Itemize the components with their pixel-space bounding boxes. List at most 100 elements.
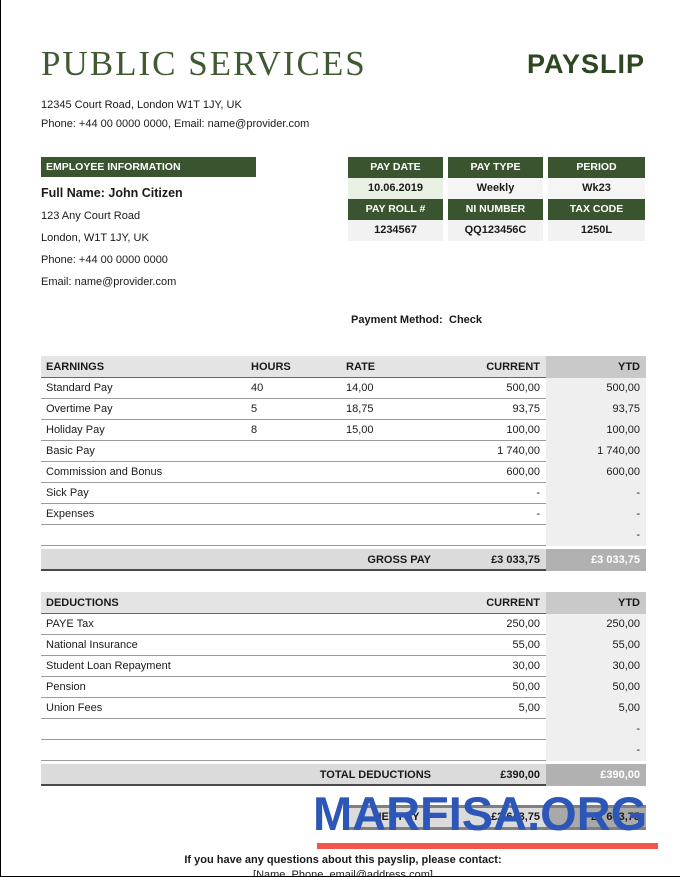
earnings-body: Standard Pay 40 14,00 500,00 500,00 Overtime … bbox=[41, 378, 646, 546]
cell bbox=[251, 483, 346, 504]
ni-number-label: NI NUMBER bbox=[448, 199, 543, 220]
pay-info-grid: PAY DATE PAY TYPE PERIOD 10.06.2019 Week… bbox=[348, 157, 645, 241]
payment-method: Payment Method: Check bbox=[351, 314, 645, 326]
employee-email: Email: name@provider.com bbox=[41, 276, 177, 288]
net-pay-ytd: £2 643,75 bbox=[546, 808, 646, 827]
payment-method-value: Check bbox=[449, 314, 483, 326]
cell: Expenses bbox=[46, 508, 95, 520]
table-row: - bbox=[41, 719, 646, 740]
cell: Overtime Pay bbox=[46, 403, 113, 415]
total-deductions-row: TOTAL DEDUCTIONS £390,00 £390,00 bbox=[41, 764, 646, 786]
cell: Standard Pay bbox=[46, 382, 113, 394]
cell bbox=[441, 719, 546, 740]
cell: Union Fees bbox=[46, 702, 103, 714]
table-row: Standard Pay 40 14,00 500,00 500,00 bbox=[41, 378, 646, 399]
net-pay-current: £2 643,75 bbox=[491, 811, 540, 823]
employee-address-line1: 123 Any Court Road bbox=[41, 210, 141, 222]
company-contact: Phone: +44 00 0000 0000, Email: name@pro… bbox=[41, 118, 310, 130]
cell: Sick Pay bbox=[46, 487, 89, 499]
cell bbox=[251, 525, 346, 546]
total-deductions-ytd: £390,00 bbox=[546, 764, 646, 786]
cell: 50,00 bbox=[546, 677, 646, 698]
gross-pay-label: GROSS PAY bbox=[367, 554, 431, 566]
cell bbox=[41, 719, 441, 740]
pay-date-value: 10.06.2019 bbox=[348, 178, 443, 199]
cell: 250,00 bbox=[546, 614, 646, 635]
company-address: 12345 Court Road, London W1T 1JY, UK bbox=[41, 99, 242, 111]
cell: Holiday Pay bbox=[46, 424, 105, 436]
ni-number-value: QQ123456C bbox=[448, 220, 543, 241]
document-title: PAYSLIP bbox=[526, 48, 645, 79]
cell: 600,00 bbox=[506, 466, 540, 478]
cell: - bbox=[546, 719, 646, 740]
deductions-current-col-header: CURRENT bbox=[486, 597, 540, 609]
cell: 18,75 bbox=[346, 403, 374, 415]
payroll-number-value: 1234567 bbox=[348, 220, 443, 241]
cell: - bbox=[546, 740, 646, 761]
deductions-col-header: DEDUCTIONS bbox=[46, 597, 119, 609]
employee-address-line2: London, W1T 1JY, UK bbox=[41, 232, 149, 244]
table-row: Union Fees 5,00 5,00 bbox=[41, 698, 646, 719]
gross-pay-row: GROSS PAY £3 033,75 £3 033,75 bbox=[41, 549, 646, 571]
cell: 500,00 bbox=[506, 382, 540, 394]
cell bbox=[41, 740, 441, 761]
period-label: PERIOD bbox=[548, 157, 645, 178]
table-row: - bbox=[41, 740, 646, 761]
table-row: Expenses - - bbox=[41, 504, 646, 525]
cell bbox=[251, 504, 346, 525]
footer-contact-line: If you have any questions about this pay… bbox=[184, 854, 502, 866]
cell bbox=[251, 441, 346, 462]
cell: PAYE Tax bbox=[46, 618, 94, 630]
cell: Pension bbox=[46, 681, 86, 693]
watermark-text: MARFISA.ORG bbox=[313, 787, 648, 840]
employee-phone: Phone: +44 00 0000 0000 bbox=[41, 254, 168, 266]
cell: 30,00 bbox=[546, 656, 646, 677]
cell: 15,00 bbox=[346, 424, 374, 436]
table-row: Holiday Pay 8 15,00 100,00 100,00 bbox=[41, 420, 646, 441]
cell: 600,00 bbox=[546, 462, 646, 483]
cell: 5,00 bbox=[518, 702, 540, 714]
cell: 100,00 bbox=[506, 424, 540, 436]
employee-info: EMPLOYEE INFORMATION Full Name: John Cit… bbox=[41, 157, 348, 288]
deductions-ytd-col-header: YTD bbox=[546, 592, 646, 614]
table-row: Basic Pay 1 740,00 1 740,00 bbox=[41, 441, 646, 462]
footer: If you have any questions about this pay… bbox=[41, 854, 645, 877]
cell: 1 740,00 bbox=[546, 441, 646, 462]
table-row: Overtime Pay 5 18,75 93,75 93,75 bbox=[41, 399, 646, 420]
cell: 500,00 bbox=[546, 378, 646, 399]
net-pay-label: NET PAY bbox=[373, 811, 420, 823]
watermark-underline bbox=[317, 843, 658, 849]
gross-pay-ytd: £3 033,75 bbox=[546, 549, 646, 571]
deductions-table: DEDUCTIONS CURRENT YTD PAYE Tax 250,00 250… bbox=[41, 592, 646, 786]
cell bbox=[41, 525, 251, 546]
hours-col-header: HOURS bbox=[251, 361, 291, 373]
cell: 40 bbox=[251, 382, 264, 394]
cell bbox=[346, 483, 441, 504]
cell bbox=[441, 525, 546, 546]
footer-contact-details: [Name, Phone, email@address.com] bbox=[253, 869, 433, 877]
cell bbox=[346, 525, 441, 546]
cell: 93,75 bbox=[512, 403, 540, 415]
table-row: Sick Pay - - bbox=[41, 483, 646, 504]
ytd-col-header: YTD bbox=[546, 356, 646, 378]
info-section: EMPLOYEE INFORMATION Full Name: John Cit… bbox=[41, 157, 645, 288]
cell bbox=[441, 740, 546, 761]
table-row: Commission and Bonus 600,00 600,00 bbox=[41, 462, 646, 483]
cell bbox=[251, 462, 346, 483]
cell: National Insurance bbox=[46, 639, 138, 651]
pay-type-label: PAY TYPE bbox=[448, 157, 543, 178]
cell: 8 bbox=[251, 424, 258, 436]
cell: Basic Pay bbox=[46, 445, 95, 457]
table-row: Pension 50,00 50,00 bbox=[41, 677, 646, 698]
tax-code-value: 1250L bbox=[548, 220, 645, 241]
cell: 93,75 bbox=[546, 399, 646, 420]
cell: - bbox=[536, 487, 540, 499]
cell: 1 740,00 bbox=[497, 445, 540, 457]
gross-pay-current: £3 033,75 bbox=[491, 554, 540, 566]
cell: Commission and Bonus bbox=[46, 466, 163, 478]
company-name: PUBLIC SERVICES bbox=[41, 44, 367, 83]
cell: 14,00 bbox=[346, 382, 374, 394]
cell: 30,00 bbox=[512, 660, 540, 672]
payment-method-label: Payment Method: bbox=[351, 314, 443, 326]
